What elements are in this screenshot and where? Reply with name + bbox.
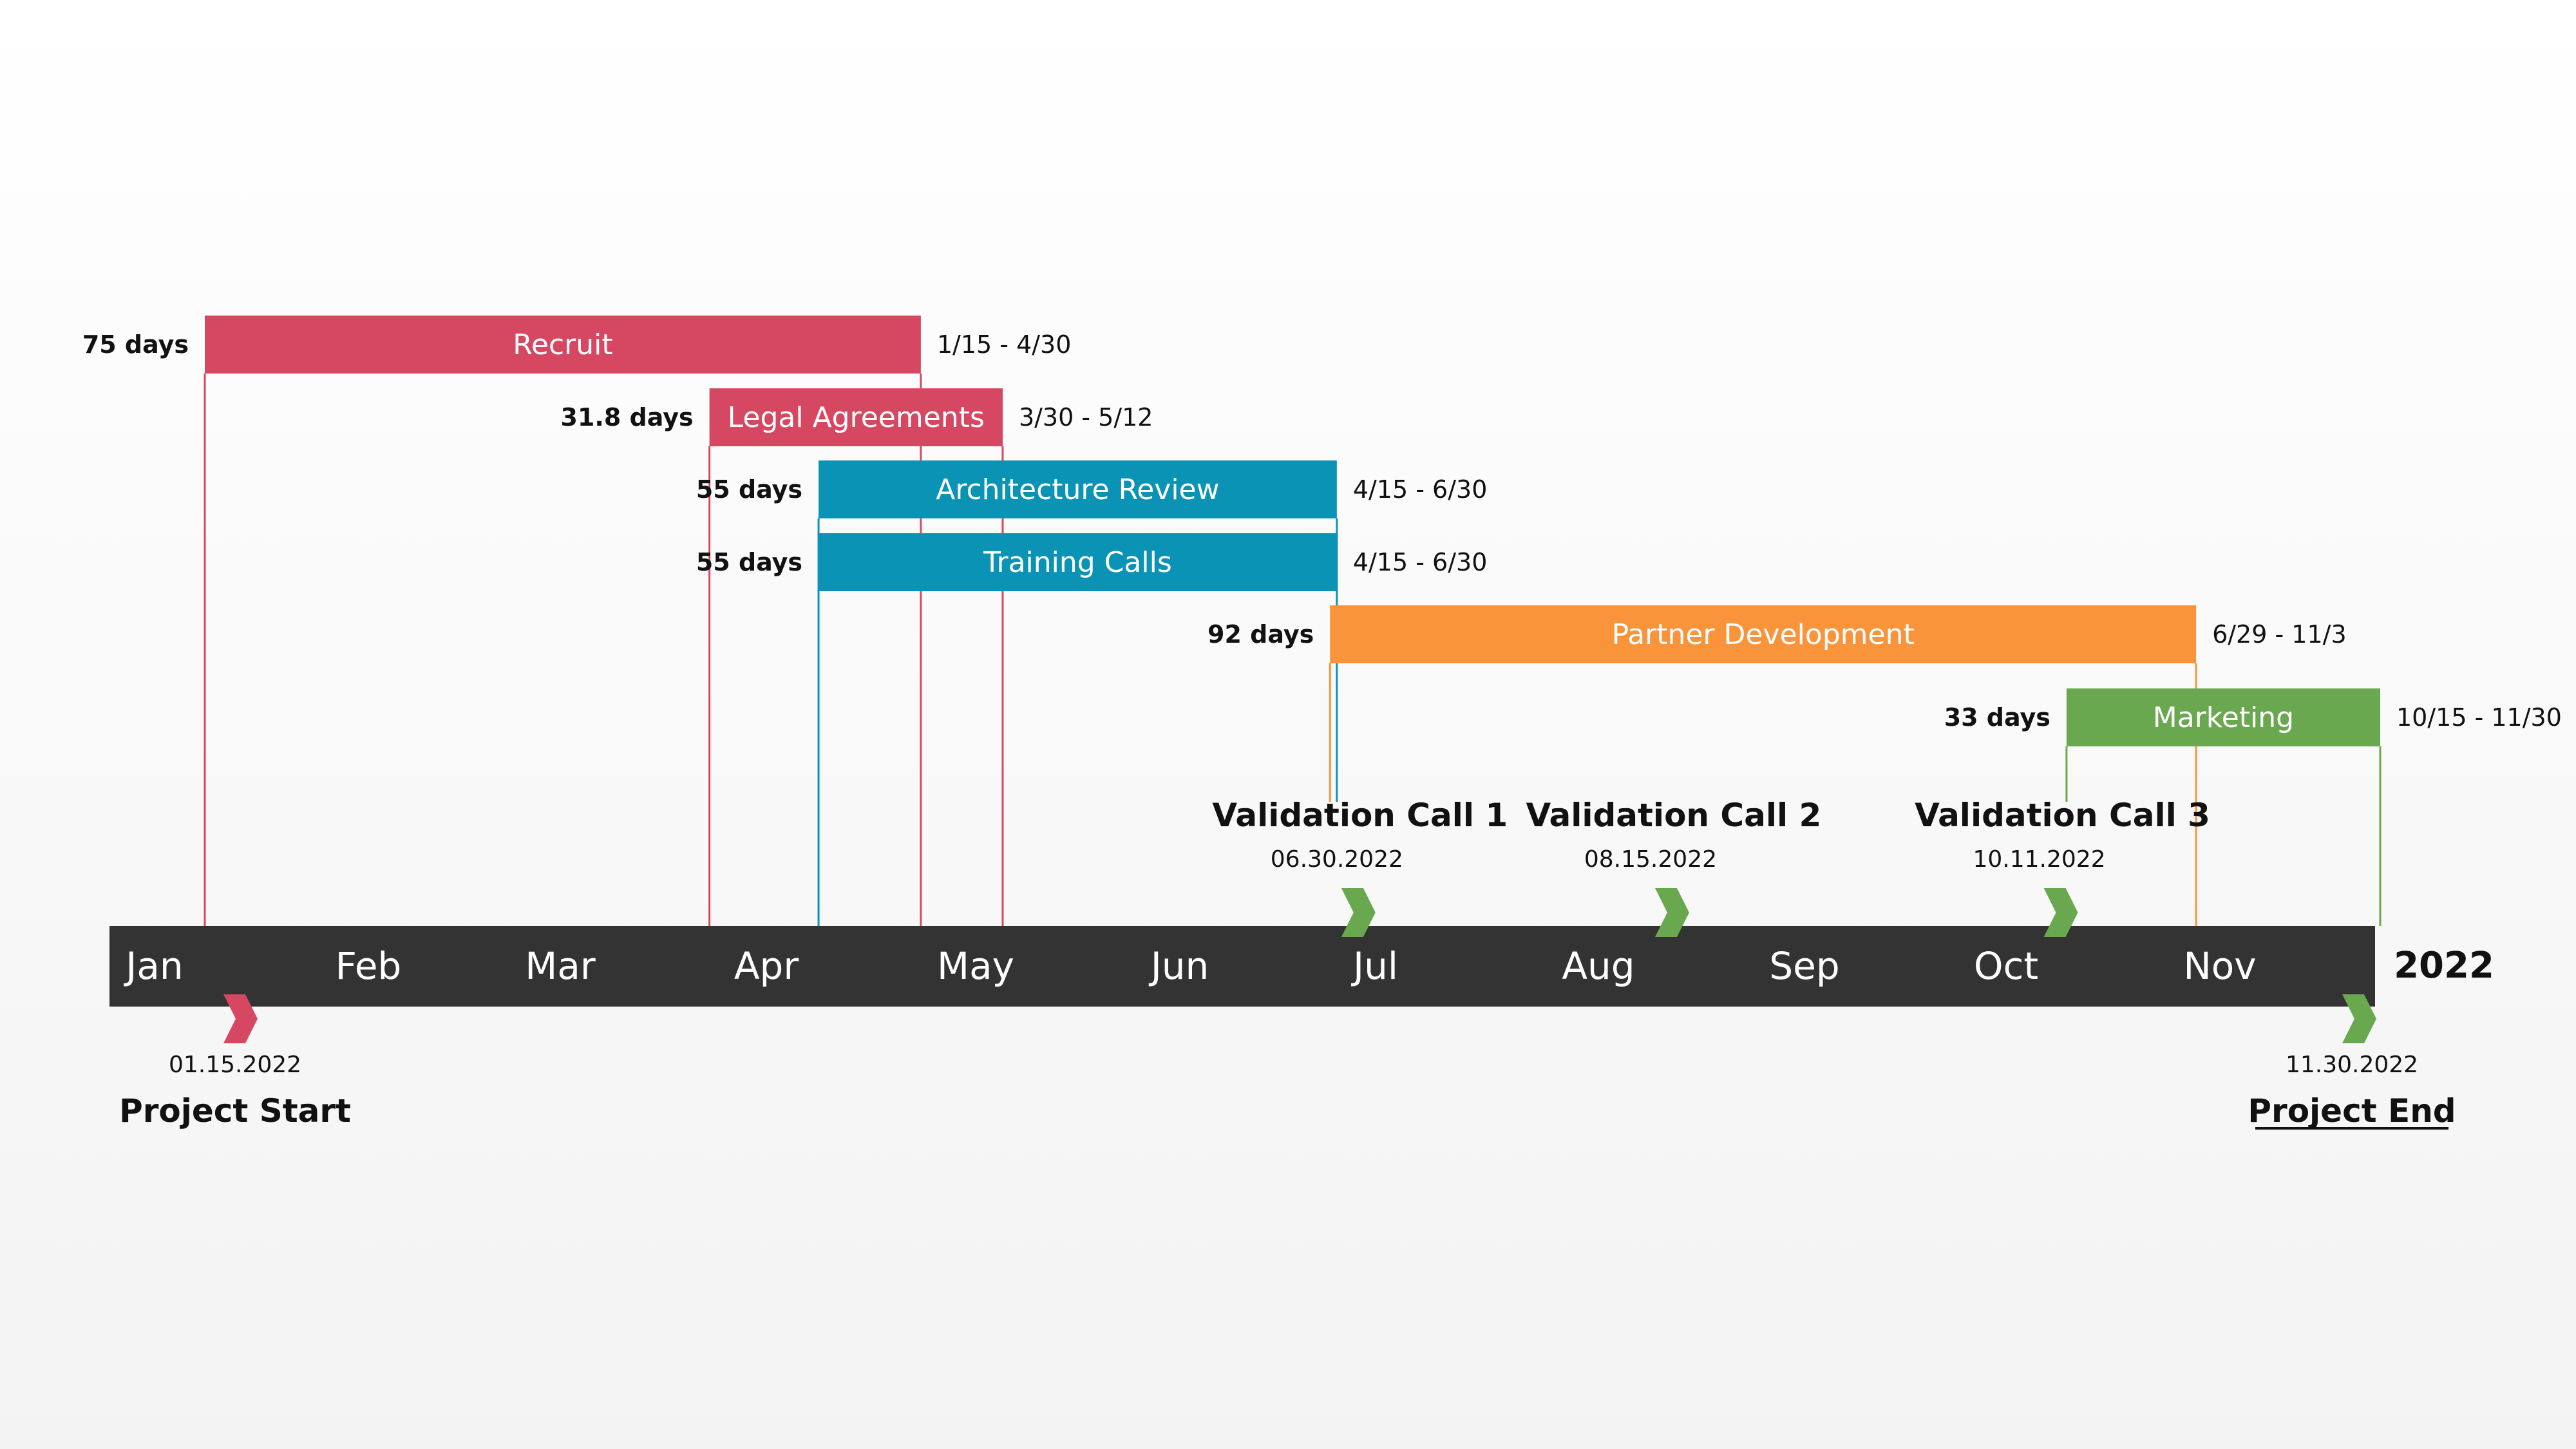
- task-label: Training Calls: [983, 546, 1172, 579]
- task-date-range: 4/15 - 6/30: [1353, 475, 1488, 504]
- milestone-date: 11.30.2022: [2286, 1052, 2418, 1078]
- task-bar: [205, 316, 921, 374]
- task-bar: [1330, 605, 2197, 663]
- milestone-title: Validation Call 1: [1212, 797, 1508, 834]
- task-date-range: 6/29 - 11/3: [2212, 620, 2347, 649]
- milestone-title: Project Start: [119, 1092, 351, 1130]
- month-label: Nov: [2183, 944, 2256, 988]
- milestone-date: 01.15.2022: [169, 1052, 301, 1078]
- task-bar: [819, 460, 1337, 518]
- milestone-marker: [2342, 994, 2376, 1043]
- milestone-date: 06.30.2022: [1271, 846, 1403, 873]
- month-label: Jul: [1351, 944, 1398, 988]
- milestone-marker: [1341, 888, 1376, 937]
- task-date-range: 4/15 - 6/30: [1353, 548, 1488, 576]
- task-label: Recruit: [513, 328, 612, 361]
- month-label: May: [937, 944, 1014, 988]
- task-duration: 31.8 days: [561, 403, 694, 431]
- task-label: Partner Development: [1612, 618, 1915, 651]
- task-duration: 55 days: [696, 475, 802, 504]
- year-label: 2022: [2394, 945, 2494, 987]
- timeline-axis: [109, 926, 2375, 1007]
- task-bar: [709, 388, 1003, 446]
- task-bar: [819, 533, 1337, 591]
- task-label: Architecture Review: [936, 473, 1219, 506]
- milestone-date: 10.11.2022: [1973, 846, 2105, 873]
- task-duration: 55 days: [696, 548, 802, 576]
- task-label: Marketing: [2153, 701, 2294, 734]
- task-label: Legal Agreements: [728, 401, 985, 434]
- month-label: Aug: [1562, 944, 1634, 988]
- milestone-title: Validation Call 3: [1915, 797, 2210, 834]
- milestone-marker: [2043, 888, 2078, 937]
- milestone-marker: [1654, 888, 1689, 937]
- month-label: Mar: [525, 944, 596, 988]
- milestone-marker: [223, 994, 258, 1043]
- milestone-title: Project End: [2248, 1092, 2456, 1130]
- milestone-date: 08.15.2022: [1584, 846, 1717, 873]
- month-label: Apr: [734, 944, 799, 988]
- task-date-range: 10/15 - 11/30: [2396, 703, 2562, 732]
- task-duration: 75 days: [82, 330, 189, 359]
- month-label: Jan: [124, 944, 183, 988]
- month-label: Oct: [1974, 944, 2038, 988]
- month-label: Feb: [336, 944, 402, 988]
- milestone-title: Validation Call 2: [1526, 797, 1822, 834]
- task-date-range: 1/15 - 4/30: [937, 330, 1072, 359]
- task-date-range: 3/30 - 5/12: [1019, 403, 1153, 431]
- task-bar: [2066, 688, 2380, 746]
- task-duration: 33 days: [1944, 703, 2050, 732]
- task-duration: 92 days: [1208, 620, 1314, 649]
- month-label: Sep: [1769, 944, 1839, 988]
- month-label: Jun: [1149, 944, 1209, 988]
